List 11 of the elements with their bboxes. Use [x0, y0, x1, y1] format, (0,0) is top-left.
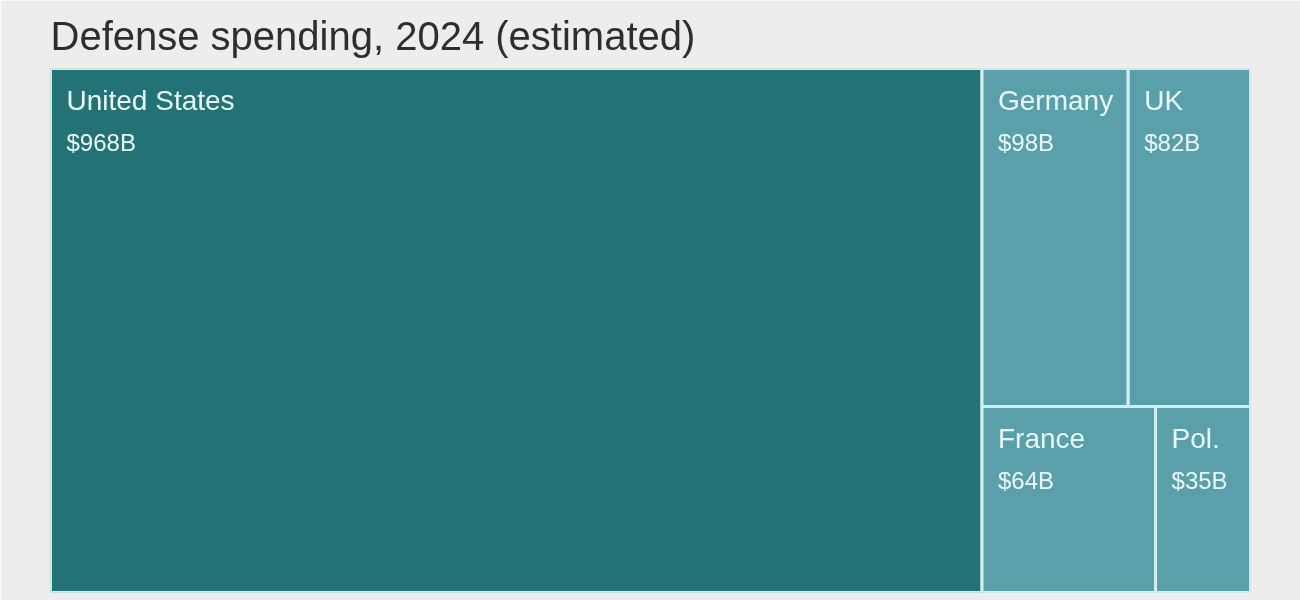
data-label: $968B [66, 128, 136, 156]
data-label: $98B [998, 128, 1055, 156]
data-label: $35B [1171, 466, 1228, 494]
category-label: France [998, 422, 1086, 454]
category-label: United States [66, 84, 235, 116]
data-label: $64B [998, 466, 1055, 494]
category-label: UK [1144, 84, 1184, 116]
category-label: Germany [998, 84, 1114, 116]
text: Defense spending, 2024 (estimated) [50, 13, 696, 58]
category-label: Pol. [1171, 422, 1220, 454]
data-label: $82B [1144, 128, 1201, 156]
